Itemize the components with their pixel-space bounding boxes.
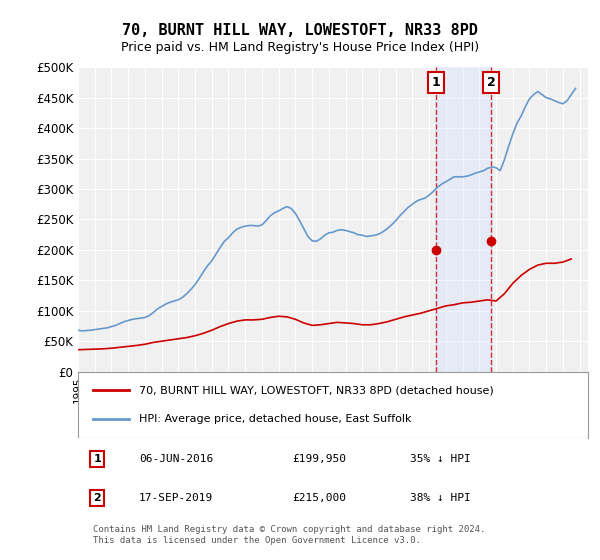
- Text: Contains HM Land Registry data © Crown copyright and database right 2024.
This d: Contains HM Land Registry data © Crown c…: [94, 525, 485, 545]
- Bar: [436, 67, 491, 372]
- Text: 2: 2: [487, 76, 496, 89]
- Text: £215,000: £215,000: [292, 493, 346, 503]
- Text: 17-SEP-2019: 17-SEP-2019: [139, 493, 214, 503]
- Text: HPI: Average price, detached house, East Suffolk: HPI: Average price, detached house, East…: [139, 414, 412, 424]
- Text: Price paid vs. HM Land Registry's House Price Index (HPI): Price paid vs. HM Land Registry's House …: [121, 41, 479, 54]
- Text: 2: 2: [94, 493, 101, 503]
- Text: 70, BURNT HILL WAY, LOWESTOFT, NR33 8PD: 70, BURNT HILL WAY, LOWESTOFT, NR33 8PD: [122, 24, 478, 38]
- Text: 1: 1: [94, 454, 101, 464]
- Text: 06-JUN-2016: 06-JUN-2016: [139, 454, 214, 464]
- Text: 35% ↓ HPI: 35% ↓ HPI: [409, 454, 470, 464]
- Text: 38% ↓ HPI: 38% ↓ HPI: [409, 493, 470, 503]
- Text: 70, BURNT HILL WAY, LOWESTOFT, NR33 8PD (detached house): 70, BURNT HILL WAY, LOWESTOFT, NR33 8PD …: [139, 385, 494, 395]
- Text: £199,950: £199,950: [292, 454, 346, 464]
- Text: 1: 1: [432, 76, 441, 89]
